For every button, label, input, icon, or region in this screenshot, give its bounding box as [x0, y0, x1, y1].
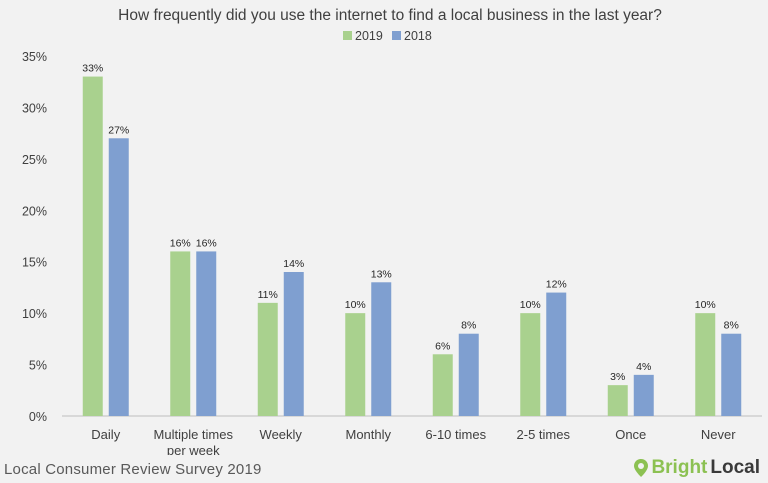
y-tick-label: 5% — [29, 359, 47, 373]
data-label: 10% — [695, 299, 716, 311]
bar-2018-1 — [196, 251, 217, 416]
data-label: 14% — [283, 258, 304, 270]
bar-2018-6 — [633, 374, 654, 416]
data-label: 12% — [546, 279, 567, 291]
bar-2018-0 — [108, 138, 129, 417]
bars — [82, 76, 742, 417]
bar-2019-3 — [345, 313, 366, 416]
x-tick-label: Never — [701, 427, 736, 442]
x-tick-label: Weekly — [260, 427, 303, 442]
bar-2019-0 — [82, 76, 103, 417]
bar-2019-5 — [520, 313, 541, 416]
data-label: 6% — [435, 340, 450, 352]
legend-label-2018: 2018 — [404, 29, 432, 43]
legend: 2019 2018 — [343, 29, 432, 43]
bar-2018-5 — [546, 292, 567, 416]
bar-2019-7 — [695, 313, 716, 416]
data-label: 27% — [108, 124, 129, 136]
bar-2018-4 — [458, 333, 479, 416]
y-tick-label: 25% — [22, 153, 47, 167]
data-label: 3% — [610, 371, 625, 383]
y-tick-label: 30% — [22, 101, 47, 115]
brand-logo: Bright Local — [634, 457, 760, 479]
y-tick-label: 35% — [22, 50, 47, 64]
x-tick-label: Daily — [91, 427, 120, 442]
data-label: 11% — [258, 289, 278, 301]
legend-label-2019: 2019 — [355, 29, 383, 43]
data-label: 13% — [371, 268, 392, 280]
bar-2019-6 — [607, 385, 628, 416]
data-label: 8% — [724, 320, 739, 332]
brand-name-part1: Bright — [651, 457, 708, 478]
bar-2019-4 — [432, 354, 453, 416]
bar-2019-1 — [170, 251, 191, 416]
chart-title: How frequently did you use the internet … — [118, 7, 662, 24]
bar-2018-3 — [371, 282, 392, 416]
chart: How frequently did you use the internet … — [22, 7, 762, 455]
data-label: 16% — [196, 237, 217, 249]
x-tick-label: Monthly — [345, 427, 391, 442]
source-note: Local Consumer Review Survey 2019 — [4, 461, 262, 478]
y-tick-label: 0% — [29, 410, 47, 424]
y-tick-label: 10% — [22, 307, 47, 321]
data-label: 16% — [170, 237, 191, 249]
x-tick-label: Multiple times per week — [154, 427, 234, 455]
data-label: 33% — [82, 63, 103, 75]
x-tick-label: 6-10 times — [425, 427, 486, 442]
x-tick-label: 2-5 times — [517, 427, 571, 442]
legend-swatch-2018 — [392, 31, 401, 40]
bar-2018-7 — [721, 333, 742, 416]
bar-2019-2 — [257, 302, 278, 416]
y-tick-label: 15% — [22, 256, 47, 270]
x-axis: Daily Multiple times per week Weekly Monthly… — [91, 427, 736, 455]
data-label: 10% — [345, 299, 366, 311]
data-label: 4% — [636, 361, 651, 373]
y-tick-label: 20% — [22, 204, 47, 218]
data-label: 10% — [520, 299, 541, 311]
location-pin-icon — [634, 459, 649, 477]
brand-name-part2: Local — [710, 457, 760, 478]
bar-2018-2 — [283, 272, 304, 416]
legend-swatch-2019 — [343, 31, 352, 40]
x-tick-label: Once — [615, 427, 646, 442]
bar-labels: 33% 16% 11% 10% 6% 10% 3% 10% 27% 16% 14% 13% 8% 12% 4… — [82, 63, 739, 384]
data-label: 8% — [461, 320, 476, 332]
y-axis: 0% 5% 10% 15% 20% 25% 30% 35% — [22, 50, 47, 424]
